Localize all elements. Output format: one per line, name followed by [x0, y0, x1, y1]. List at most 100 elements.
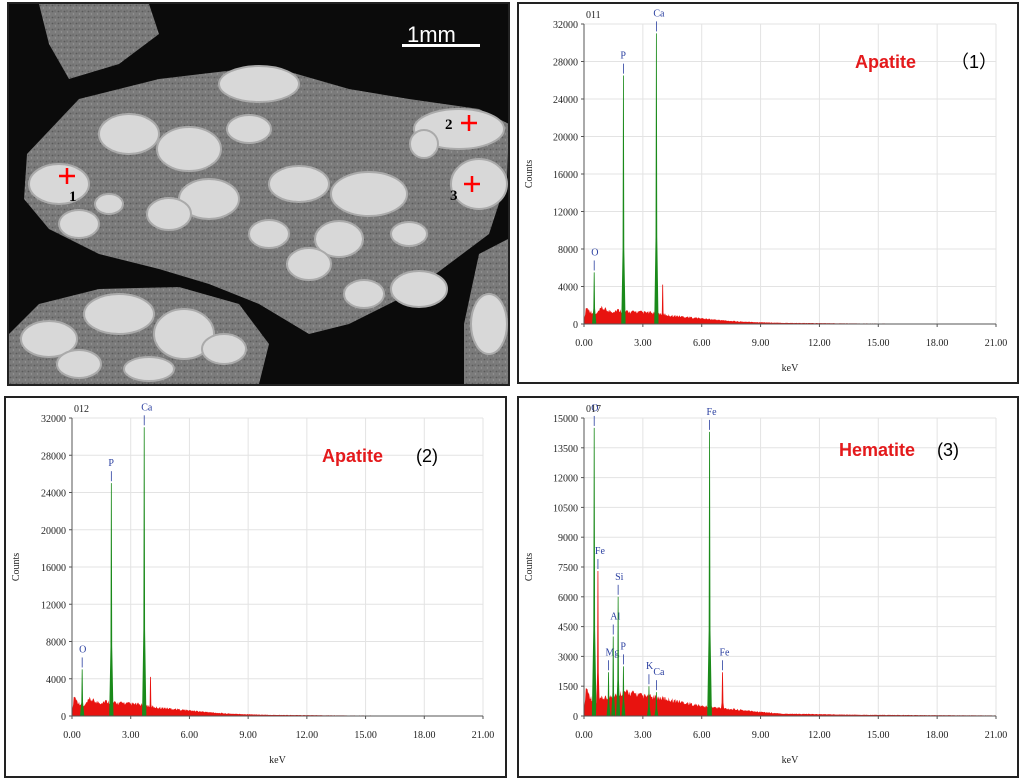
spectrum-peak-o	[591, 427, 597, 717]
y-tick-label: 32000	[41, 414, 66, 425]
peak-label-o: O	[79, 644, 86, 655]
y-tick-label: 15000	[553, 414, 578, 425]
spectrum-peak-unlabeled	[148, 676, 153, 717]
spectrum-background	[584, 305, 996, 324]
spectrum-peak-p	[621, 75, 626, 325]
x-tick-label: 15.00	[867, 730, 890, 741]
x-tick-label: 6.00	[693, 730, 711, 741]
x-tick-label: 18.00	[926, 338, 949, 349]
x-tick-label: 12.00	[296, 730, 319, 741]
x-tick-label: 18.00	[926, 730, 949, 741]
x-tick-label: 21.00	[985, 338, 1008, 349]
spectrum-id: 012	[74, 404, 89, 415]
y-tick-label: 4000	[558, 283, 578, 294]
y-tick-label: 24000	[553, 95, 578, 106]
ooids	[20, 65, 508, 382]
y-tick-label: 28000	[41, 451, 66, 462]
scale-bar-label: 1mm	[407, 22, 456, 47]
x-tick-label: 0.00	[63, 730, 81, 741]
y-tick-label: 0	[573, 320, 578, 331]
spectrum-peak-ca	[142, 427, 147, 717]
spectrum-peak-fe	[707, 431, 712, 717]
x-tick-label: 21.00	[472, 730, 495, 741]
spectrum-background	[584, 688, 996, 716]
spectrum-id: 017	[586, 404, 601, 415]
peak-label-mg: Mg	[606, 647, 620, 658]
y-tick-label: 6000	[558, 593, 578, 604]
x-tick-label: 9.00	[752, 730, 770, 741]
x-tick-label: 9.00	[752, 338, 770, 349]
y-tick-label: 16000	[41, 563, 66, 574]
peak-label-p: P	[620, 641, 626, 652]
peak-label-fe: Fe	[720, 647, 731, 658]
spectrum-id: 011	[586, 10, 601, 21]
y-axis-label: Counts	[11, 553, 22, 581]
point-label: (2)	[416, 446, 438, 466]
y-tick-label: 28000	[553, 58, 578, 69]
spectrum-chart-1: O P Ca 0.00 3.00 6.00 9.00 12.00 15.00 18.00 21.00…	[524, 8, 1008, 374]
spectrum-peak-o	[592, 272, 597, 325]
y-tick-label: 16000	[553, 170, 578, 181]
y-tick-label: 1500	[558, 682, 578, 693]
x-tick-label: 12.00	[808, 730, 831, 741]
y-axis-label: Counts	[524, 160, 535, 188]
peak-label-p: P	[108, 458, 114, 469]
point-label: （1）	[951, 52, 997, 72]
peak-label-o: O	[591, 247, 598, 258]
x-tick-label: 0.00	[575, 338, 593, 349]
spectrum-panel-2: O P Ca 0.00 3.00 6.00 9.00 12.00 15.00 18.00 21.00…	[4, 396, 507, 778]
point-label: (3)	[937, 440, 959, 460]
y-tick-label: 7500	[558, 563, 578, 574]
x-tick-label: 6.00	[693, 338, 711, 349]
y-tick-label: 12000	[41, 600, 66, 611]
spectrum-peak-mg	[606, 672, 611, 717]
x-tick-label: 0.00	[575, 730, 593, 741]
x-tick-label: 9.00	[239, 730, 257, 741]
mineral-label: Hematite	[839, 440, 915, 460]
marker-1: 1	[59, 168, 77, 205]
sem-image-panel: 1mm 1 2 3	[7, 2, 510, 386]
spectrum-panel-3: O Fe Mg Al Si P K Ca Fe Fe 0.00 3.00 6.00 9.00 12.00 15…	[517, 396, 1019, 778]
sem-image: 1mm 1 2 3	[9, 4, 509, 384]
y-tick-label: 0	[573, 712, 578, 723]
y-tick-label: 4000	[46, 675, 66, 686]
peak-label-p: P	[620, 51, 626, 62]
y-tick-label: 32000	[553, 20, 578, 31]
peak-label-al: Al	[610, 612, 620, 623]
x-tick-label: 15.00	[867, 338, 890, 349]
y-tick-label: 9000	[558, 533, 578, 544]
peak-label-ca: Ca	[141, 402, 153, 413]
y-tick-label: 4500	[558, 623, 578, 634]
spectrum-panel-1: O P Ca 0.00 3.00 6.00 9.00 12.00 15.00 18.00 21.00…	[517, 2, 1019, 384]
y-tick-label: 8000	[558, 245, 578, 256]
y-tick-label: 20000	[553, 133, 578, 144]
peak-label-o: O	[591, 403, 598, 414]
x-tick-label: 21.00	[985, 730, 1008, 741]
scale-bar	[402, 44, 480, 47]
peak-label-k: K	[646, 661, 654, 672]
x-axis-label: keV	[269, 755, 286, 766]
y-tick-label: 12000	[553, 208, 578, 219]
x-tick-label: 3.00	[634, 338, 652, 349]
marker-2: 2	[445, 115, 477, 133]
x-axis-label: keV	[782, 363, 799, 374]
x-tick-label: 15.00	[354, 730, 377, 741]
spectrum-peak-o	[79, 669, 85, 717]
marker-1-label: 1	[69, 189, 77, 205]
spectrum-peak-ca	[654, 33, 659, 325]
spectrum-background	[72, 696, 483, 716]
x-tick-label: 12.00	[808, 338, 831, 349]
peak-label-ca: Ca	[653, 8, 665, 19]
x-tick-label: 18.00	[413, 730, 436, 741]
spectrum-peak-fe	[595, 570, 600, 717]
peak-label-fe: Fe	[595, 546, 606, 557]
mineral-label: Apatite	[322, 446, 383, 466]
y-tick-label: 20000	[41, 526, 66, 537]
spectrum-chart-3: O Fe Mg Al Si P KCa Fe Fe 0.00 3.00 6.00 9.00 12.00 15…	[524, 403, 1008, 766]
mineral-label: Apatite	[855, 52, 916, 72]
rock-fragment-top	[39, 4, 159, 79]
y-tick-label: 8000	[46, 638, 66, 649]
peak-label-si: Si	[615, 572, 624, 583]
marker-3-label: 3	[450, 188, 458, 204]
marker-3: 3	[450, 176, 480, 204]
